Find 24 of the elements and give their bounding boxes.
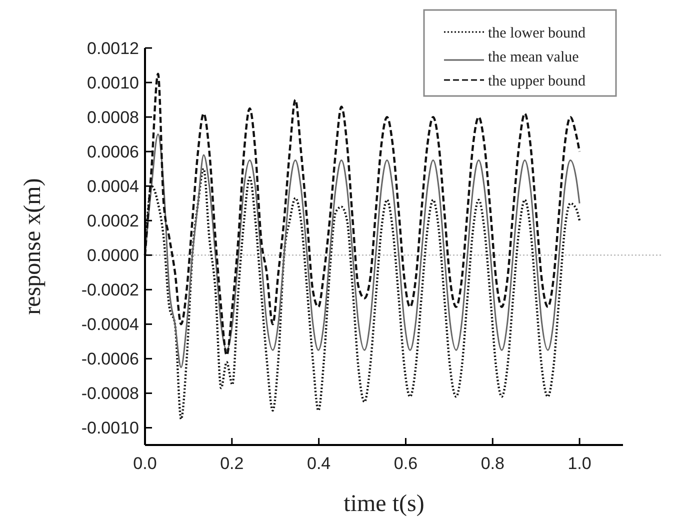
x-tick-label: 0.8 [480, 454, 504, 473]
x-axis-title: time t(s) [344, 491, 424, 517]
y-tick-label: 0.0002 [87, 212, 139, 231]
legend-label: the mean value [488, 49, 580, 66]
line-series [144, 134, 580, 368]
legend-label: the lower bound [488, 25, 586, 42]
x-tick-label: 0.4 [307, 454, 331, 473]
y-tick-label: -0.0006 [81, 350, 139, 369]
x-tick-label: 1.0 [568, 454, 592, 473]
x-tick-label: 0.0 [133, 454, 157, 473]
y-tick-label: 0.0004 [87, 177, 139, 196]
legend-label: the upper bound [488, 73, 586, 90]
x-tick-label: 0.6 [394, 454, 418, 473]
y-tick-label: -0.0002 [81, 280, 139, 300]
y-tick-label: -0.0008 [81, 384, 139, 404]
y-tick-label: 0.0000 [87, 246, 139, 266]
y-tick-label: 0.0006 [87, 142, 139, 162]
y-axis-title: response x(m) [20, 178, 46, 315]
y-tick-label: 0.0012 [87, 38, 139, 58]
x-tick-label: 0.2 [220, 454, 244, 473]
y-tick-label: 0.0008 [87, 108, 139, 127]
y-tick-label: -0.0004 [81, 315, 139, 334]
y-tick-label: -0.0010 [81, 418, 139, 438]
y-tick-label: 0.0010 [87, 73, 139, 92]
